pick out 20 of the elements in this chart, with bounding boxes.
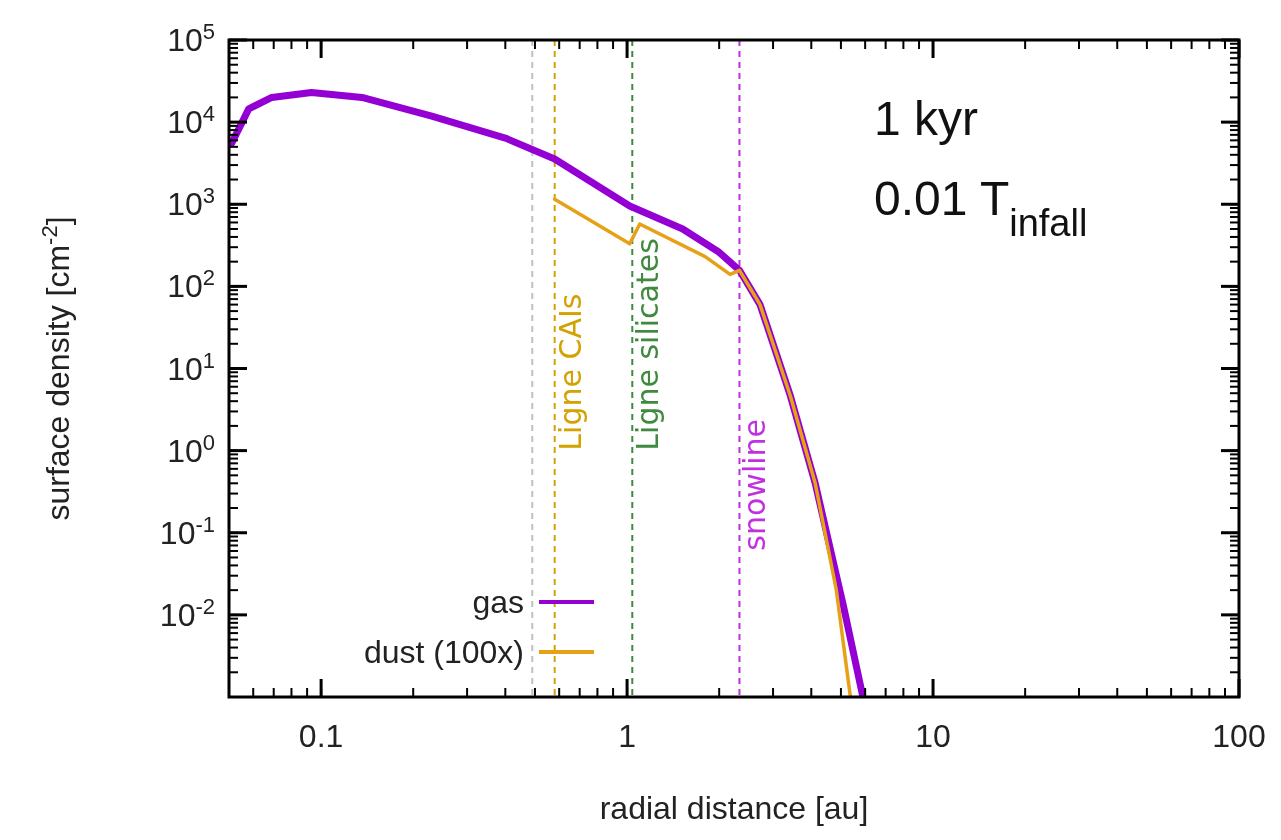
x-axis-title: radial distance [au] — [599, 790, 869, 826]
y-tick-label: 10$^{-2}$ — [159, 593, 215, 633]
y-tick-label: 10$^{1}$ — [167, 347, 215, 387]
x-tick-label: 0.1 — [298, 718, 344, 754]
annotation: 1 kyr — [874, 92, 979, 145]
legend-label: dust (100x) — [363, 634, 524, 670]
x-tick-label: 10 — [915, 718, 951, 754]
ref-line-label: snowline — [737, 418, 773, 551]
y-tick-label: 10$^{3}$ — [167, 182, 215, 223]
y-tick-label: 10$^{-1}$ — [159, 511, 215, 551]
legend-label: gas — [472, 584, 524, 620]
y-tick-label: 10$^{0}$ — [167, 429, 215, 469]
x-tick-label: 100 — [1212, 718, 1266, 754]
ref-line-label: Ligne CAIs — [552, 293, 588, 451]
y-tick-label: 10$^{5}$ — [167, 18, 215, 58]
y-tick-label: 10$^{4}$ — [167, 100, 215, 141]
ref-line-label: Ligne silicates — [630, 238, 666, 451]
annotation: 0.01 T$_{infall}$ — [874, 172, 1088, 244]
y-tick-label: 10$^{2}$ — [167, 264, 215, 305]
x-tick-label: 1 — [618, 718, 636, 754]
